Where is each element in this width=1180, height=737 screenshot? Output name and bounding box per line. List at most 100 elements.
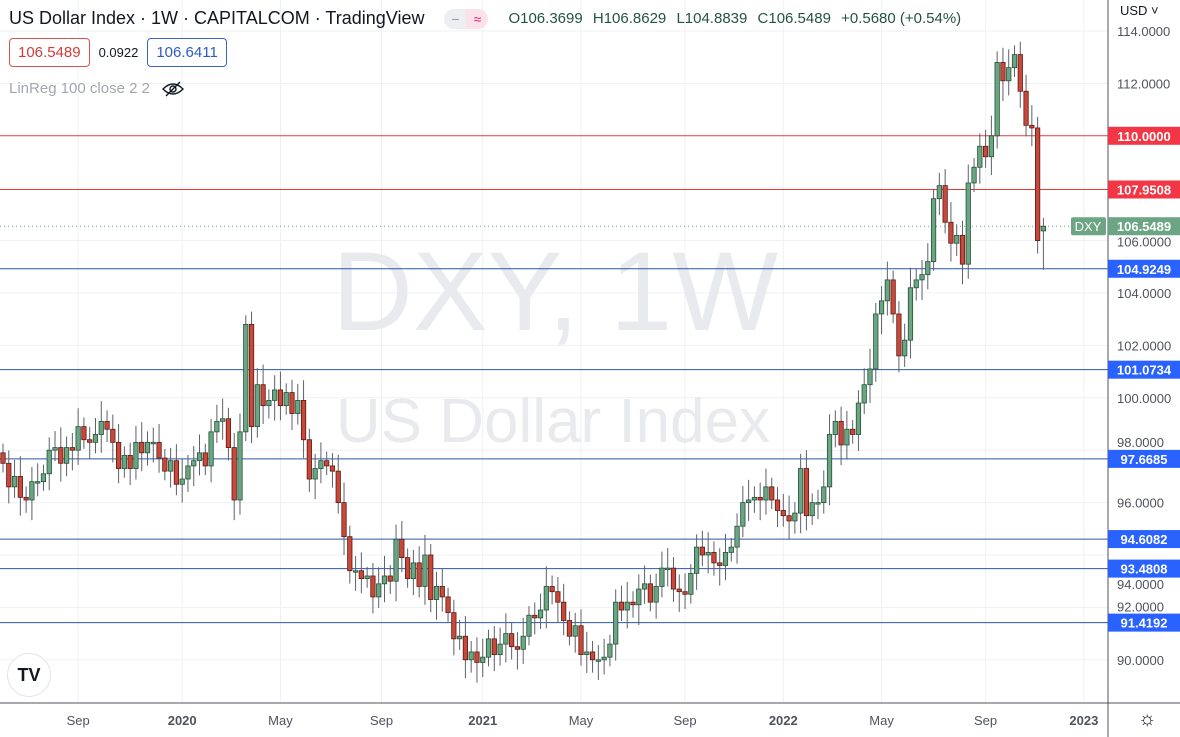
candle-body	[376, 583, 382, 598]
candle-up	[422, 534, 428, 605]
candle-body	[404, 557, 411, 579]
candle-down	[341, 482, 347, 555]
candle-down	[58, 427, 64, 482]
sell-button[interactable]: 106.5489	[9, 38, 90, 67]
candle-down	[676, 574, 682, 612]
eye-off-icon[interactable]	[161, 81, 184, 97]
candle-down	[514, 632, 521, 670]
candle-down	[561, 583, 567, 636]
candle-up	[815, 489, 821, 520]
candle-body	[324, 460, 330, 467]
candle-up	[497, 627, 503, 666]
horizontal-levels[interactable]	[0, 135, 1108, 624]
candle-up	[272, 375, 278, 421]
candle-body	[75, 426, 81, 451]
level-label: 104.9249	[1117, 262, 1171, 277]
candle-body	[971, 166, 977, 184]
candle-body	[139, 441, 145, 454]
candle-body	[133, 441, 139, 469]
candle-down	[306, 428, 312, 492]
price-axis[interactable]: 90.0000 92.0000 94.0000 96.0000 98.0000 100.0…	[1117, 24, 1171, 668]
trade-buttons: 106.5489 0.0922 106.6411	[9, 38, 227, 67]
price-tick-label: 98.0000	[1117, 435, 1164, 450]
candle-up	[734, 513, 740, 564]
grid	[0, 0, 1108, 703]
legend-badges[interactable]: − ≈	[444, 8, 489, 29]
candle-body	[826, 434, 833, 488]
candle-body	[0, 452, 6, 464]
candle-body	[809, 502, 815, 517]
candle-up	[11, 459, 18, 498]
candle-down	[127, 442, 133, 486]
candle-body	[641, 583, 648, 590]
time-axis[interactable]: Sep 2020 May Sep 2021 May Sep 2022 May Sep 2023	[67, 713, 1099, 728]
level-label-bg	[1108, 530, 1180, 549]
candle-body	[1017, 54, 1023, 92]
candle-up	[653, 573, 659, 619]
candle-up	[930, 189, 937, 271]
candle-body	[942, 185, 948, 223]
candle-body	[46, 449, 52, 475]
candle-down	[202, 443, 208, 476]
candle-up	[659, 551, 665, 598]
candle-body	[925, 261, 931, 276]
candle-body	[665, 567, 671, 570]
candle-body	[589, 651, 596, 661]
candle-body	[491, 638, 497, 655]
candle-up	[433, 571, 440, 620]
candle-body	[676, 588, 682, 593]
candle-down	[358, 552, 364, 594]
change-value: +0.5680 (+0.54%)	[841, 10, 962, 27]
candle-body	[717, 562, 723, 566]
gear-icon[interactable]: ☼	[1138, 708, 1157, 730]
minus-icon[interactable]: −	[444, 8, 467, 29]
candle-up	[144, 431, 151, 466]
candle-up	[191, 446, 197, 487]
price-tick-label: 96.0000	[1117, 496, 1164, 511]
candle-up	[740, 486, 746, 538]
candle-body	[873, 313, 879, 370]
candle-down	[711, 541, 717, 576]
candle-down	[399, 520, 405, 573]
candle-body	[150, 441, 156, 445]
candle-body	[243, 324, 249, 433]
price-tick-label: 106.0000	[1117, 235, 1171, 250]
candle-up	[954, 224, 960, 257]
currency-selector[interactable]: USD ˅	[1120, 3, 1159, 18]
open-value: O106.3699	[508, 10, 583, 27]
candle-down	[549, 575, 555, 605]
candle-down	[416, 546, 422, 598]
tradingview-logo[interactable]: TV	[7, 653, 51, 697]
candle-body	[272, 389, 278, 401]
candle-body	[543, 586, 549, 611]
candle-body	[618, 601, 625, 611]
candle-down	[589, 640, 596, 673]
time-tick-label: Sep	[974, 713, 997, 728]
wave-icon[interactable]: ≈	[466, 8, 489, 29]
candle-body	[572, 625, 578, 637]
candle-down	[329, 453, 336, 488]
candle-body	[647, 583, 653, 603]
candle-up	[688, 564, 694, 604]
candle-body	[410, 562, 416, 579]
indicator-legend[interactable]: LinReg 100 close 2 2	[9, 80, 184, 97]
candle-down	[1029, 105, 1035, 147]
time-tick-label: Sep	[67, 713, 90, 728]
candle-up	[994, 51, 1000, 149]
candle-body	[746, 499, 752, 504]
buy-button[interactable]: 106.6411	[147, 38, 227, 67]
candle-up	[965, 164, 971, 279]
candle-body	[231, 447, 237, 501]
candle-body	[786, 515, 792, 522]
candle-body	[636, 588, 642, 606]
candle-body	[6, 462, 12, 488]
candle-down	[300, 380, 307, 459]
candle-body	[930, 198, 937, 262]
high-value: H106.8629	[592, 10, 667, 27]
candle-up	[121, 446, 127, 478]
candle-body	[913, 279, 919, 289]
candle-down	[6, 450, 12, 504]
candle-body	[977, 145, 983, 168]
candle-body	[497, 643, 503, 655]
